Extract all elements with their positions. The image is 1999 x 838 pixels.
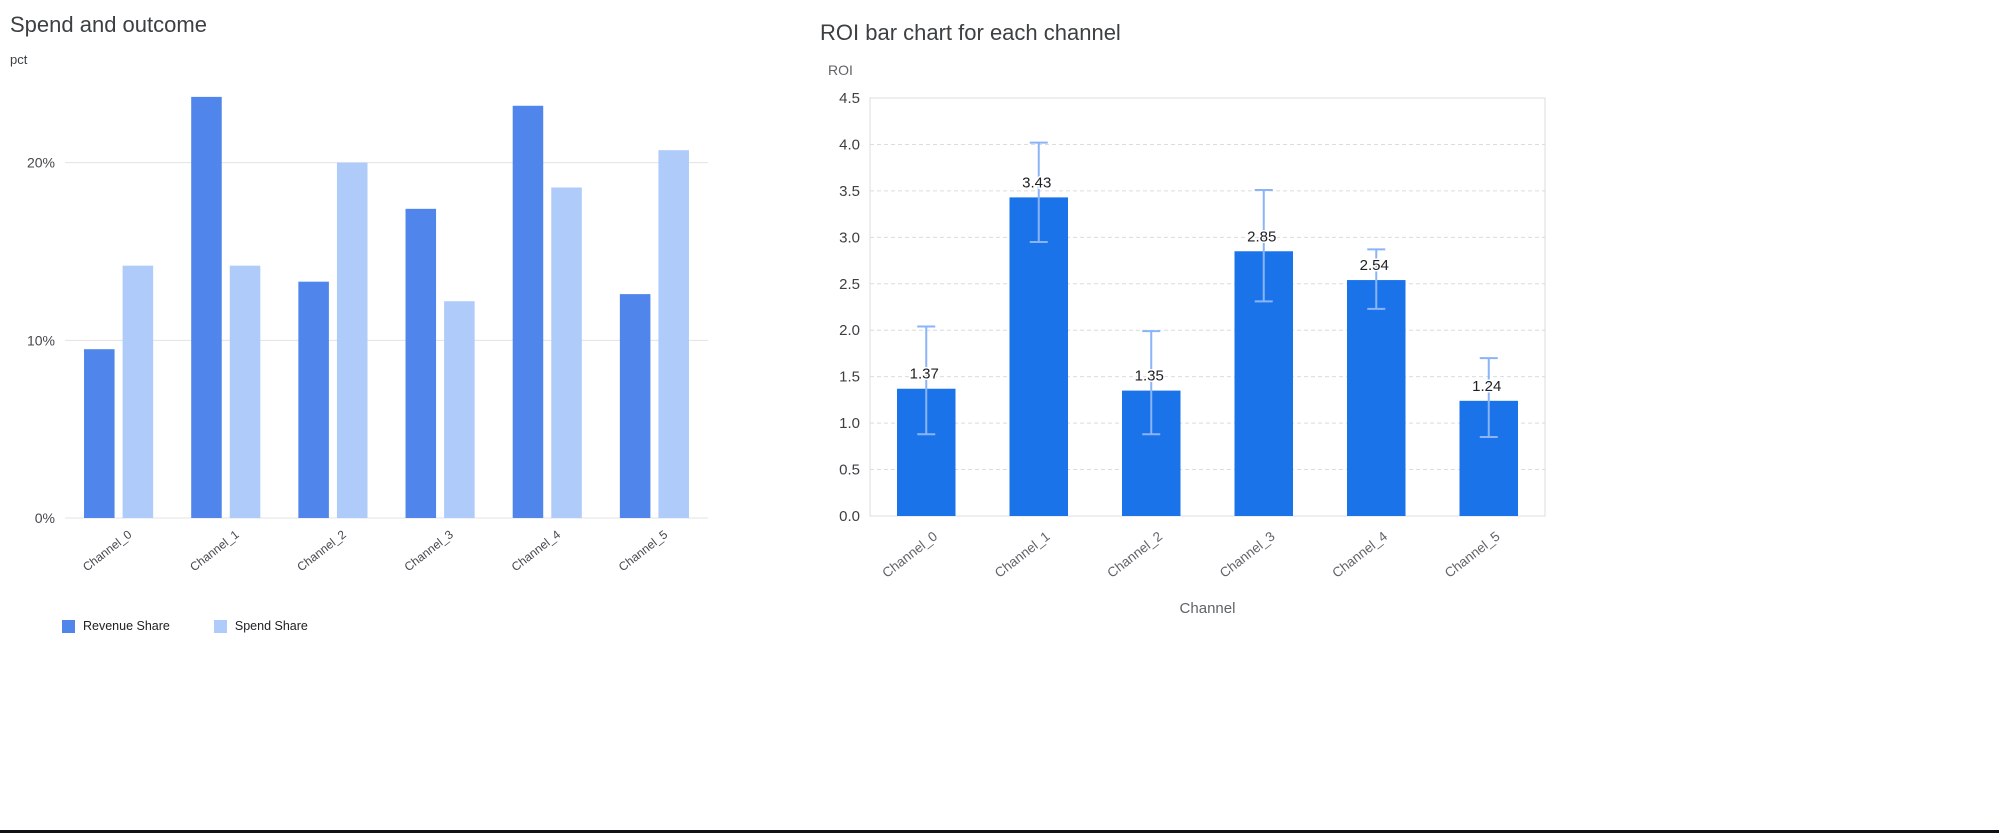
bar-revenue-share[interactable] — [619, 294, 651, 518]
x-category-label: Channel_1 — [187, 527, 242, 574]
y-tick-label: 0% — [35, 510, 55, 526]
bar-revenue-share[interactable] — [84, 349, 115, 518]
y-tick-label: 3.5 — [839, 183, 860, 200]
x-category-label: Channel_2 — [294, 527, 349, 574]
legend-label: Spend Share — [234, 619, 308, 633]
x-category-label: Channel_2 — [1104, 529, 1165, 581]
y-tick-label: 10% — [27, 332, 55, 348]
bar-spend-share[interactable] — [658, 150, 689, 518]
bar-revenue-share[interactable] — [512, 105, 544, 518]
bar-value-label: 3.43 — [1022, 174, 1051, 191]
x-category-label: Channel_4 — [509, 527, 564, 574]
bar-revenue-share[interactable] — [191, 96, 222, 518]
x-category-label: Channel_3 — [1217, 529, 1278, 581]
x-category-label: Channel_4 — [1329, 528, 1390, 580]
y-tick-label: 1.5 — [839, 369, 860, 386]
x-category-label: Channel_5 — [616, 527, 671, 574]
y-tick-label: 3.0 — [839, 229, 860, 246]
x-axis-title: Channel — [1180, 600, 1236, 617]
y-tick-label: 0.5 — [839, 462, 860, 479]
bar-value-label: 2.85 — [1247, 228, 1276, 245]
x-category-label: Channel_0 — [80, 527, 135, 574]
bar-revenue-share[interactable] — [405, 208, 437, 518]
bar-revenue-share[interactable] — [298, 281, 329, 518]
roi-plot: 0.0 0.5 1.0 1.5 2.0 2.5 3.0 3.5 4.0 4.5 1.37 Channe… — [839, 90, 1546, 617]
legend-item-revenue-share[interactable]: Revenue Share — [62, 619, 170, 633]
bar-spend-share[interactable] — [551, 187, 582, 518]
spend-outcome-title: Spend and outcome — [10, 12, 207, 37]
bar-value-label: 1.35 — [1135, 368, 1164, 385]
y-tick-label: 20% — [27, 155, 55, 171]
roi-y-axis-label: ROI — [828, 62, 853, 78]
revenue-share-swatch-icon — [62, 619, 75, 633]
spend-outcome-chart: Spend and outcome pct 0% 10% 20% Channel_0 C… — [10, 12, 720, 633]
y-tick-label: 4.0 — [839, 136, 860, 153]
bar-value-label: 1.24 — [1472, 378, 1501, 395]
bar-value-label: 2.54 — [1360, 257, 1389, 274]
bar-spend-share[interactable] — [229, 265, 261, 518]
roi-title: ROI bar chart for each channel — [820, 20, 1121, 45]
spend-share-swatch-icon — [213, 619, 227, 633]
legend-label: Revenue Share — [83, 619, 170, 633]
y-tick-label: 1.0 — [839, 415, 860, 432]
bar-spend-share[interactable] — [444, 301, 475, 518]
x-category-label: Channel_5 — [1442, 529, 1503, 581]
roi-chart: ROI bar chart for each channel ROI 0.0 0.… — [820, 20, 1590, 643]
spend-outcome-plot: 0% 10% 20% Channel_0 Channel_1 Channel_2 Chann… — [27, 96, 708, 574]
bar-spend-share[interactable] — [336, 162, 368, 518]
x-category-label: Channel_3 — [402, 527, 457, 574]
legend-item-spend-share[interactable]: Spend Share — [213, 619, 308, 633]
legend: Revenue Share Spend Share — [62, 619, 720, 633]
bar-spend-share[interactable] — [122, 265, 154, 518]
x-category-label: Channel_0 — [879, 529, 940, 581]
y-tick-label: 2.0 — [839, 322, 860, 339]
spend-outcome-y-axis-label: pct — [10, 52, 28, 67]
y-tick-label: 2.5 — [839, 276, 860, 293]
bar-roi[interactable] — [1009, 197, 1069, 516]
plot-border — [869, 97, 1546, 517]
y-tick-label: 0.0 — [839, 508, 860, 525]
bar-roi[interactable] — [1347, 280, 1406, 516]
bar-value-label: 1.37 — [910, 366, 939, 383]
y-tick-label: 4.5 — [839, 90, 860, 107]
x-category-label: Channel_1 — [992, 529, 1053, 581]
bottom-rule — [0, 830, 1999, 833]
